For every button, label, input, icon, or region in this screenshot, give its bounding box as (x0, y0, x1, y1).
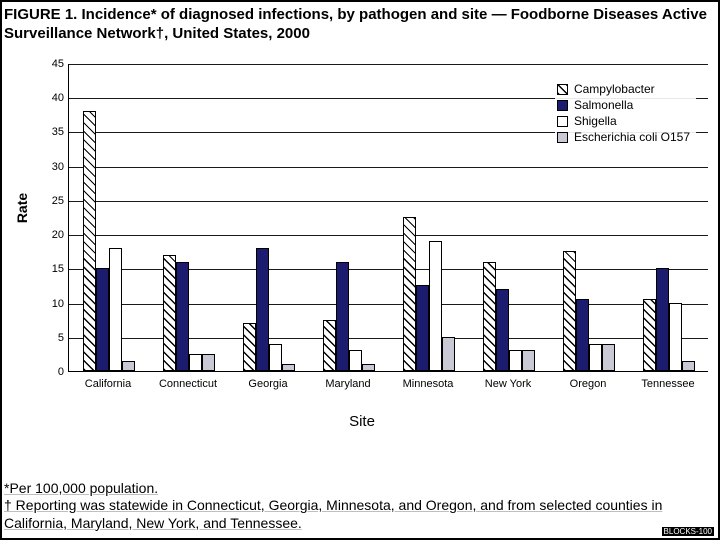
legend-swatch (557, 132, 568, 143)
bar (416, 285, 429, 371)
legend-swatch (557, 116, 568, 127)
y-axis-title: Rate (14, 193, 30, 223)
bar (109, 248, 122, 371)
x-tick-label: Oregon (570, 378, 607, 390)
footnote-2: † Reporting was statewide in Connecticut… (4, 497, 718, 532)
chart-zone: Rate 0 5 10 15 20 25 30 35 40 45 Campylobacter Sal… (8, 58, 716, 438)
bar (589, 344, 602, 371)
footnote-1: *Per 100,000 population. (4, 480, 718, 498)
slide-root: FIGURE 1. Incidence* of diagnosed infect… (0, 0, 720, 540)
y-tick-label: 15 (38, 263, 64, 275)
bar (576, 299, 589, 371)
bar (256, 248, 269, 371)
y-tick-label: 0 (38, 366, 64, 378)
y-tick-label: 20 (38, 229, 64, 241)
bar (602, 344, 615, 371)
footnotes: *Per 100,000 population. † Reporting was… (4, 480, 718, 533)
legend-label: Campylobacter (574, 82, 655, 96)
bar (509, 350, 522, 371)
bar (122, 361, 135, 371)
x-tick-label: Minnesota (403, 378, 454, 390)
x-tick-label: Tennessee (641, 378, 694, 390)
grid-line (69, 64, 708, 65)
x-tick-label: Georgia (248, 378, 287, 390)
legend-swatch (557, 100, 568, 111)
bar (349, 350, 362, 371)
bar (83, 111, 96, 371)
y-tick-label: 10 (38, 298, 64, 310)
legend-swatch (557, 84, 568, 95)
x-tick-label: New York (485, 378, 531, 390)
legend-item: Escherichia coli O157 (557, 130, 690, 144)
x-axis-labels: California Connecticut Georgia Maryland Minn… (68, 376, 708, 396)
legend-item: Salmonella (557, 98, 690, 112)
bar (176, 262, 189, 372)
plot-area: Campylobacter Salmonella Shigella Escherich… (68, 64, 708, 372)
y-tick-label: 30 (38, 161, 64, 173)
grid-line (69, 167, 708, 168)
bar (682, 361, 695, 371)
bar (483, 262, 496, 372)
bar (429, 241, 442, 371)
bar (189, 354, 202, 371)
legend-label: Escherichia coli O157 (574, 130, 690, 144)
x-tick-label: Maryland (325, 378, 370, 390)
bar (669, 303, 682, 371)
bar (563, 251, 576, 371)
bar (403, 217, 416, 371)
legend: Campylobacter Salmonella Shigella Escherich… (555, 78, 696, 148)
blocks-tag: BLOCKS-100 (662, 527, 714, 536)
legend-item: Shigella (557, 114, 690, 128)
y-tick-label: 5 (38, 332, 64, 344)
bar (323, 320, 336, 371)
legend-item: Campylobacter (557, 82, 690, 96)
bar (656, 268, 669, 371)
bar (442, 337, 455, 371)
figure-title: FIGURE 1. Incidence* of diagnosed infect… (2, 2, 718, 46)
bar (336, 262, 349, 372)
bar (522, 350, 535, 371)
bar (243, 323, 256, 371)
bar (202, 354, 215, 371)
y-tick-label: 40 (38, 92, 64, 104)
grid-line (69, 235, 708, 236)
bar (269, 344, 282, 371)
bar (163, 255, 176, 371)
x-tick-label: Connecticut (159, 378, 217, 390)
legend-label: Shigella (574, 114, 617, 128)
y-axis-labels: 051015202530354045 (38, 64, 64, 372)
bar (643, 299, 656, 371)
y-tick-label: 45 (38, 58, 64, 70)
x-axis-title: Site (8, 413, 716, 430)
legend-label: Salmonella (574, 98, 633, 112)
bar (96, 268, 109, 371)
y-tick-label: 25 (38, 195, 64, 207)
y-tick-label: 35 (38, 126, 64, 138)
grid-line (69, 201, 708, 202)
bar (496, 289, 509, 371)
bar (282, 364, 295, 371)
bar (362, 364, 375, 371)
x-tick-label: California (85, 378, 131, 390)
